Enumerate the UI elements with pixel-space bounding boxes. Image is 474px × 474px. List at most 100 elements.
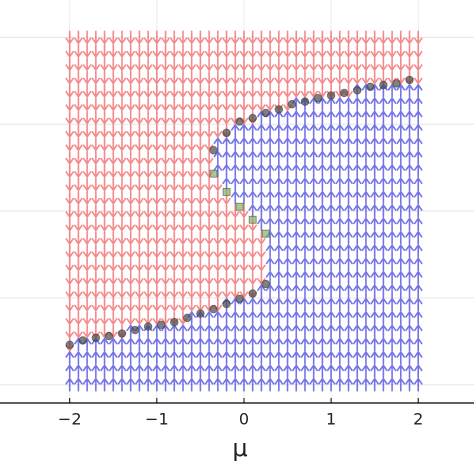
arrow-down bbox=[187, 177, 196, 192]
arrow-down bbox=[74, 257, 83, 272]
arrow-up bbox=[361, 124, 371, 138]
arrow-up bbox=[405, 83, 414, 98]
arrow-up bbox=[274, 204, 284, 218]
circle-marker bbox=[65, 340, 74, 350]
arrow-down bbox=[178, 244, 188, 258]
arrow-up bbox=[318, 190, 327, 205]
arrow-down bbox=[239, 70, 249, 85]
arrow-down bbox=[204, 57, 214, 71]
arrow-up bbox=[379, 311, 388, 325]
arrow-down bbox=[65, 124, 75, 138]
arrow-up bbox=[352, 297, 362, 312]
arrow-down bbox=[152, 30, 162, 45]
arrow-up bbox=[370, 97, 379, 111]
arrow-down bbox=[143, 177, 153, 192]
arrow-up bbox=[413, 337, 423, 352]
arrow-up bbox=[318, 177, 327, 192]
x-tick-label: 1 bbox=[326, 410, 336, 429]
arrow-down bbox=[126, 83, 135, 98]
x-axis: −2 −1 0 1 2 bbox=[0, 398, 474, 429]
arrow-up bbox=[387, 137, 397, 152]
arrow-down bbox=[135, 97, 144, 111]
arrow-up bbox=[239, 190, 249, 205]
arrow-down bbox=[108, 284, 118, 299]
arrow-down bbox=[239, 57, 249, 71]
arrow-down bbox=[135, 190, 144, 205]
arrow-up bbox=[230, 190, 240, 205]
arrow-down bbox=[143, 43, 153, 58]
arrow-up bbox=[239, 124, 249, 138]
square-marker bbox=[248, 215, 257, 224]
arrow-down bbox=[169, 150, 179, 165]
arrow-up bbox=[370, 337, 379, 352]
circle-marker bbox=[261, 279, 270, 289]
arrow-up bbox=[326, 177, 336, 192]
arrow-down bbox=[318, 83, 327, 98]
arrow-up bbox=[387, 164, 397, 178]
arrow-up bbox=[413, 324, 423, 339]
arrow-up bbox=[318, 257, 327, 272]
arrow-down bbox=[169, 110, 179, 125]
arrow-down bbox=[82, 57, 92, 71]
arrow-up bbox=[405, 311, 414, 325]
arrow-up bbox=[222, 150, 231, 165]
arrow-up bbox=[230, 137, 240, 152]
arrow-down bbox=[204, 150, 214, 165]
arrow-down bbox=[135, 30, 144, 45]
arrow-up bbox=[396, 271, 406, 285]
arrow-down bbox=[300, 57, 310, 71]
arrow-down bbox=[117, 177, 127, 192]
arrow-down bbox=[143, 137, 153, 152]
arrow-up bbox=[309, 284, 318, 299]
arrow-up bbox=[361, 364, 371, 379]
arrow-up bbox=[265, 150, 275, 165]
arrow-down bbox=[100, 97, 109, 111]
arrow-down bbox=[126, 177, 135, 192]
arrow-up bbox=[291, 351, 301, 365]
arrow-down bbox=[108, 257, 118, 272]
arrow-up bbox=[161, 337, 170, 352]
arrow-up bbox=[135, 377, 144, 392]
arrow-up bbox=[291, 190, 301, 205]
arrow-down bbox=[230, 284, 240, 299]
arrow-down bbox=[318, 30, 327, 45]
arrow-down bbox=[74, 137, 83, 152]
arrow-up bbox=[126, 337, 135, 352]
arrow-down bbox=[143, 311, 153, 325]
arrow-down bbox=[335, 30, 345, 45]
arrow-down bbox=[230, 257, 240, 272]
arrow-down bbox=[169, 57, 179, 71]
arrow-down bbox=[230, 244, 240, 258]
arrow-up bbox=[248, 164, 257, 178]
arrow-up bbox=[361, 284, 371, 299]
arrow-down bbox=[196, 297, 205, 312]
arrow-up bbox=[152, 324, 162, 339]
arrow-up bbox=[283, 297, 292, 312]
arrow-down bbox=[204, 177, 214, 192]
arrow-up bbox=[396, 377, 406, 392]
arrow-up bbox=[291, 324, 301, 339]
arrow-down bbox=[213, 110, 223, 125]
arrow-up bbox=[405, 204, 414, 218]
arrow-up bbox=[379, 244, 388, 258]
arrow-up bbox=[91, 351, 101, 365]
arrow-up bbox=[117, 337, 127, 352]
arrow-down bbox=[178, 57, 188, 71]
arrow-down bbox=[65, 297, 75, 312]
arrow-up bbox=[100, 337, 109, 352]
arrow-down bbox=[126, 297, 135, 312]
arrow-down bbox=[283, 57, 292, 71]
arrow-up bbox=[370, 244, 379, 258]
arrow-down bbox=[74, 97, 83, 111]
arrow-up bbox=[300, 364, 310, 379]
arrow-up bbox=[291, 271, 301, 285]
arrow-down bbox=[178, 124, 188, 138]
arrow-down bbox=[74, 204, 83, 218]
arrow-up bbox=[344, 217, 353, 232]
arrow-down bbox=[143, 124, 153, 138]
arrow-down bbox=[100, 177, 109, 192]
arrow-down bbox=[135, 70, 144, 85]
arrow-up bbox=[239, 364, 249, 379]
arrow-up bbox=[396, 324, 406, 339]
arrow-up bbox=[187, 364, 196, 379]
